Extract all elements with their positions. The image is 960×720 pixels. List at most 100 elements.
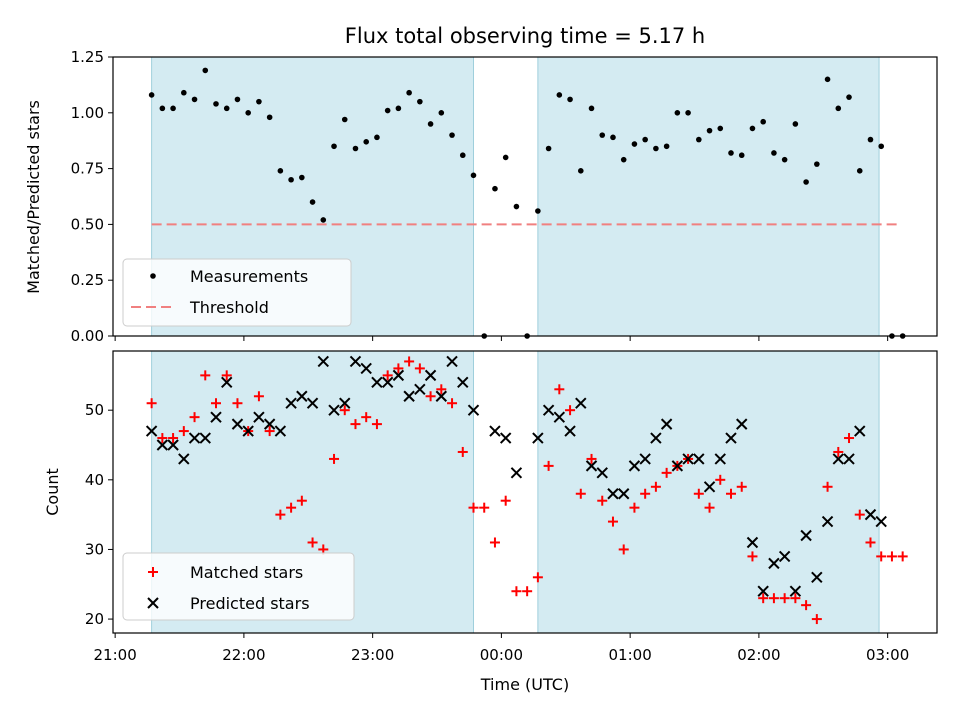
matched-star-point [307,537,318,548]
top-panel: 0.00 0.25 0.50 0.75 1.00 1.25 Matched/Predict… [24,48,938,345]
predicted-star-point [682,453,694,465]
legend-matched-stars: Matched stars [190,563,303,582]
bottom-x-ticks: 21:00 22:00 23:00 00:00 01:00 02:00 03:00 [94,633,909,664]
measurement-point [577,168,584,174]
matched-star-point [264,426,275,437]
predicted-star-point [467,404,480,416]
measurement-point [846,94,852,100]
matched-star-point [200,370,211,381]
predicted-star-point [339,397,351,409]
measurement-point [717,125,724,132]
predicted-star-point [714,453,726,465]
measurement-point [406,89,412,96]
matched-star-point [425,391,436,402]
top-y-tick-label: 1.25 [71,48,104,66]
predicted-star-point [757,585,769,597]
predicted-star-point [242,425,254,437]
predicted-star-point [532,432,544,444]
matched-star-point [790,593,801,604]
measurement-point [556,92,563,98]
bottom-y-axis-label: Count [43,468,62,516]
legend-threshold: Threshold [189,298,269,317]
matched-star-point [286,502,297,513]
predicted-star-point [778,550,791,563]
bottom-y-tick-label: 50 [85,401,104,419]
matched-star-point [801,600,812,611]
matched-star-point [822,481,833,492]
predicted-star-point [564,425,576,437]
measurement-point [588,105,595,112]
measurement-point [234,96,241,103]
matched-star-point [296,495,307,506]
measurement-point [620,156,627,163]
predicted-star-point [703,481,716,493]
predicted-star-point [811,571,823,584]
measurement-point [213,101,219,107]
predicted-star-point [253,411,265,423]
top-y-axis-label: Matched/Predicted stars [24,100,43,294]
matched-star-point [704,502,715,513]
measurement-point [706,127,713,134]
matched-star-point [586,453,597,464]
measurement-point [631,141,638,147]
measurement-point [835,105,842,112]
measurement-point [191,96,198,103]
matched-star-point [575,488,586,499]
predicted-star-point [628,460,641,472]
predicted-star-point [199,432,211,444]
predicted-star-point [832,453,844,465]
predicted-star-point [821,515,834,528]
matched-star-point [404,356,415,367]
measurement-point [395,105,402,112]
measurement-point [277,168,284,174]
predicted-star-point [317,355,329,368]
top-shaded-interval-2 [537,56,880,337]
predicted-star-point [435,390,448,402]
top-axes-frame [112,56,938,337]
bottom-legend-box [122,552,355,621]
x-axis-label: Time (UTC) [480,675,569,694]
measurement-point [663,143,670,150]
predicted-star-point [392,369,405,382]
predicted-star-point [403,390,415,402]
bottom-axes-frame [112,350,938,634]
predicted-star-point [156,439,169,451]
predicted-star-point [725,432,737,444]
measurement-point [459,152,466,159]
matched-star-point [275,509,286,520]
matched-star-point [447,398,458,409]
matched-star-point [382,370,393,381]
measurement-point [749,125,756,132]
legend-predicted-stars: Predicted stars [190,594,310,613]
matched-star-point [876,551,887,562]
top-y-ticks: 0.00 0.25 0.50 0.75 1.00 1.25 [71,48,113,345]
bottom-legend: Matched stars Predicted stars [122,552,355,621]
matched-star-point [865,537,876,548]
measurement-point [470,172,477,179]
matched-star-point [607,516,618,527]
predicted-star-point [489,425,501,437]
chart-title: Flux total observing time = 5.17 h [345,24,705,48]
predicted-star-point [328,404,340,416]
matched-star-point [640,488,651,499]
measurement-point [567,96,573,103]
predicted-star-point [746,536,759,549]
predicted-star-point [263,418,276,430]
matched-star-point [500,495,511,506]
matched-star-point [768,593,779,604]
measurement-point [374,134,380,141]
measurement-point [341,116,348,123]
matched-star-point [189,412,200,423]
measurement-point [331,143,337,150]
x-tick-label: 02:00 [737,646,780,664]
matched-star-point [532,572,543,583]
predicted-star-point [296,390,308,402]
measurements-series [148,67,906,339]
predicted-star-point [145,425,158,437]
matched-star-point [221,370,232,381]
measurement-point [363,139,370,145]
matched-star-point [833,446,844,457]
measurement-point [449,132,455,138]
predicted-star-point [736,418,748,430]
measurement-point [856,168,863,174]
